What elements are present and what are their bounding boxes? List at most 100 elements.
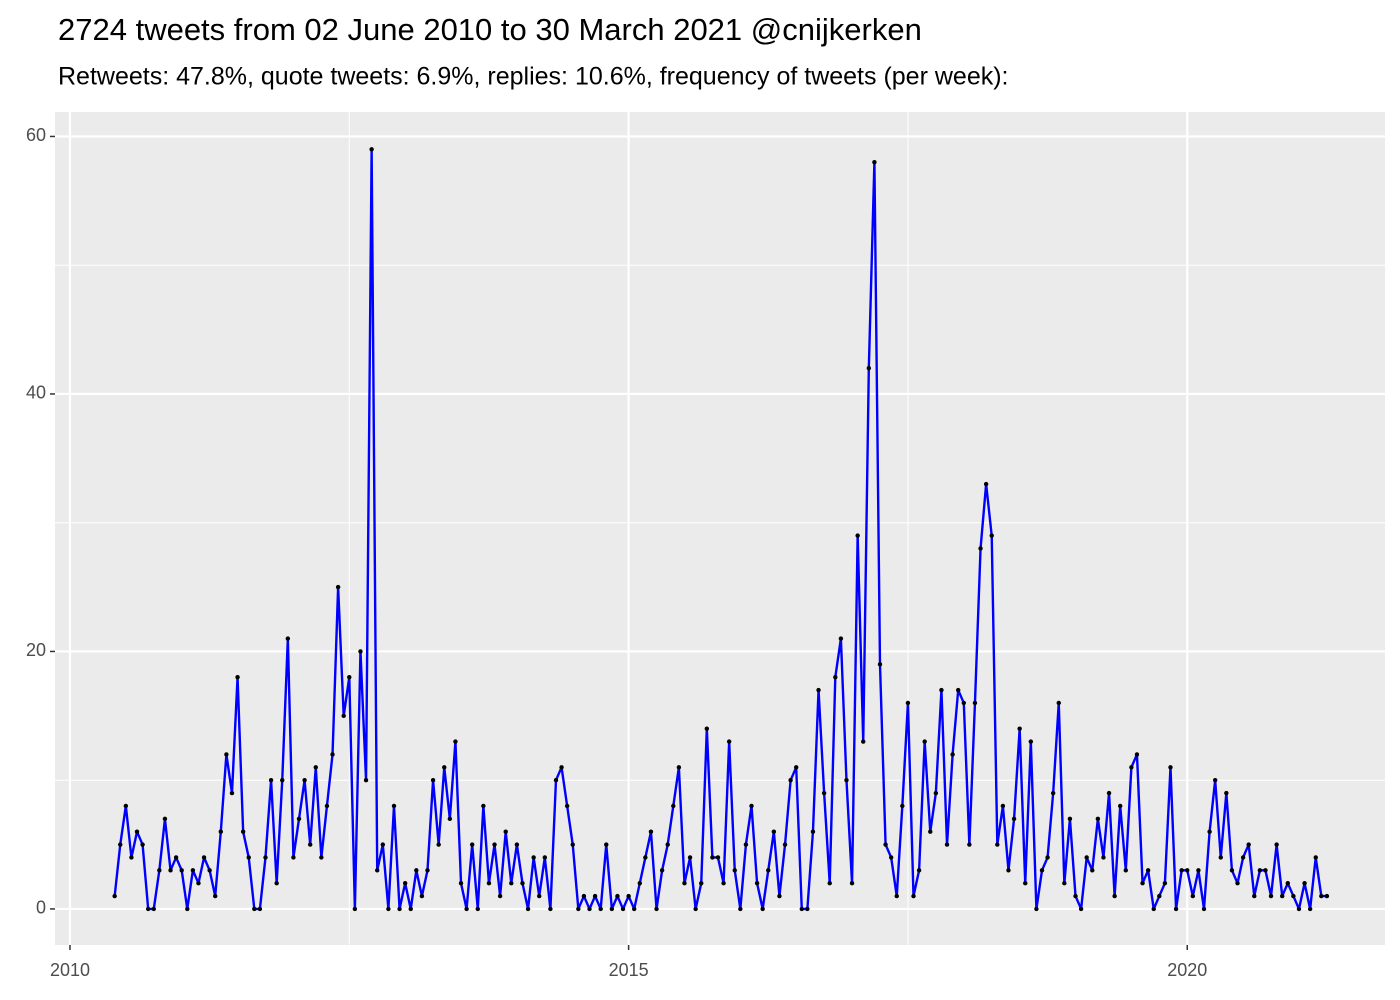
data-point [715,855,721,860]
data-point [414,868,419,873]
data-point [531,855,536,860]
data-point [492,842,497,847]
data-point [592,893,598,899]
y-tick-label: 0 [36,898,46,918]
data-point [347,675,352,680]
data-point [240,829,246,834]
data-point [430,778,436,783]
data-point [989,533,994,538]
data-point [553,778,559,783]
data-point [319,855,324,860]
data-point [458,881,464,886]
data-point [643,855,648,860]
data-point [821,790,827,796]
data-point [419,893,425,899]
data-point [760,906,765,912]
data-point [771,829,777,834]
data-point [827,881,832,886]
data-point [805,906,810,912]
data-point [1084,855,1089,860]
x-tick-label: 2020 [1167,960,1207,980]
data-point [626,893,631,899]
data-point [1062,881,1067,886]
data-point [1319,893,1324,899]
data-point [922,739,927,744]
data-point [1224,790,1229,796]
data-point [218,829,224,834]
data-point [1134,752,1140,757]
data-point [939,687,944,693]
data-point [179,868,184,873]
data-point [173,855,179,860]
data-point [1235,881,1240,886]
data-point [196,881,201,886]
data-point [363,778,369,783]
data-point [877,662,883,667]
data-point [335,584,341,590]
data-point [844,778,849,783]
data-point [1056,700,1061,706]
data-point [1017,726,1022,731]
data-point [537,893,542,899]
data-point [950,752,955,757]
data-point [654,906,659,912]
data-point [799,906,804,912]
data-point [503,829,508,834]
data-point [548,906,553,912]
data-point [1112,893,1117,899]
data-point [140,842,145,847]
data-point [944,842,950,847]
data-point [358,649,363,654]
data-point [838,636,844,641]
data-point [464,906,469,912]
data-point [145,906,151,912]
data-point [1000,803,1006,809]
data-point [542,855,548,860]
data-point [1307,906,1313,912]
data-point [682,881,687,886]
data-point [888,855,894,860]
y-tick-label: 60 [26,125,46,145]
data-point [1011,816,1017,822]
data-point [615,893,620,899]
data-point [157,868,162,873]
data-point [252,906,257,912]
data-point [581,893,587,899]
data-point [268,778,274,783]
data-point [1207,829,1212,834]
data-point [134,829,140,834]
data-point [1252,893,1257,899]
data-point [469,842,475,847]
data-point [525,906,531,912]
data-point [766,868,771,873]
data-point [900,803,905,809]
data-point [162,816,168,822]
data-point [1073,893,1078,899]
data-point [793,765,799,770]
data-point [475,906,480,912]
data-point [1324,893,1330,899]
data-point [866,366,872,371]
data-point [129,855,134,860]
data-point [307,842,313,847]
data-point [380,842,386,847]
plot-panel [55,112,1385,945]
data-point [1302,881,1307,886]
data-point [408,906,413,912]
data-point [788,778,793,783]
data-point [631,906,637,912]
data-point [587,906,592,912]
data-point [911,893,916,899]
data-point [1246,842,1251,847]
data-point [1212,778,1218,783]
data-point [1190,893,1196,899]
data-point [1023,881,1028,886]
data-point [291,855,296,860]
data-point [1118,803,1123,809]
data-point [570,842,575,847]
data-point [676,765,682,770]
data-point [520,881,525,886]
data-point [726,739,732,744]
data-point [665,842,670,847]
